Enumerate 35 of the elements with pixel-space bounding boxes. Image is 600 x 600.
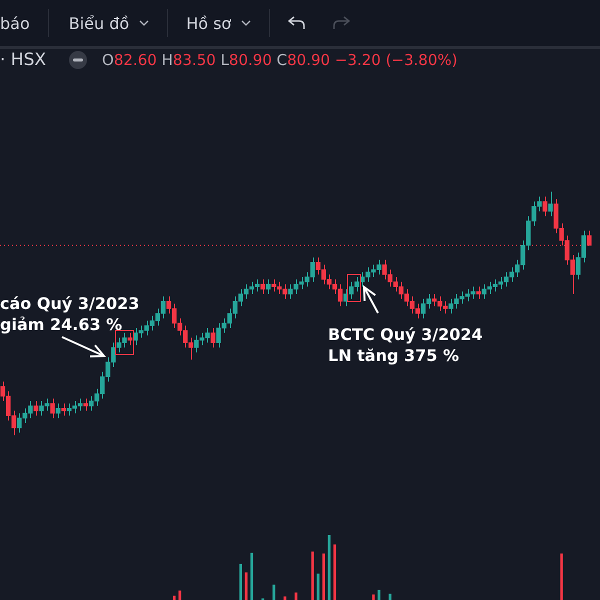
bar: [239, 564, 242, 600]
candlestick: [56, 402, 60, 419]
bar: [244, 572, 248, 600]
bar: [378, 590, 380, 600]
bar: [372, 594, 375, 600]
bar: [322, 554, 325, 600]
bar: [560, 554, 563, 600]
bar: [316, 574, 320, 600]
bar: [250, 552, 254, 600]
candlestick: [542, 196, 548, 217]
candlestick: [210, 328, 216, 348]
candlestick: [50, 398, 55, 419]
bar: [388, 594, 392, 600]
candlestick: [34, 400, 38, 416]
annotation: BCTC Quý 3/2024 LN tăng 375 %: [328, 325, 483, 366]
text: · HSX: [0, 50, 46, 70]
bar: [311, 552, 314, 600]
candlestick: [266, 278, 271, 294]
candlestick: [61, 402, 66, 416]
bar: [178, 590, 182, 600]
bar: [284, 596, 286, 600]
bar: [328, 535, 331, 600]
bar: [272, 584, 276, 600]
candlestick: [260, 278, 266, 294]
text: Biểu đồ: [68, 14, 130, 32]
candlestick: [128, 332, 132, 346]
annotation: cáo Quý 3/2023 giảm 24.63 %: [0, 294, 140, 334]
text: Hồ sơ: [186, 14, 232, 32]
candlestick: [548, 191, 553, 217]
bar: [333, 544, 336, 600]
candlestick: [476, 286, 481, 300]
text: O82.60 H83.50 L80.90 C80.90 −3.20 (−3.80%): [102, 51, 458, 69]
text: báo: [0, 14, 30, 32]
bar: [294, 592, 298, 600]
candlestick: [83, 398, 88, 412]
